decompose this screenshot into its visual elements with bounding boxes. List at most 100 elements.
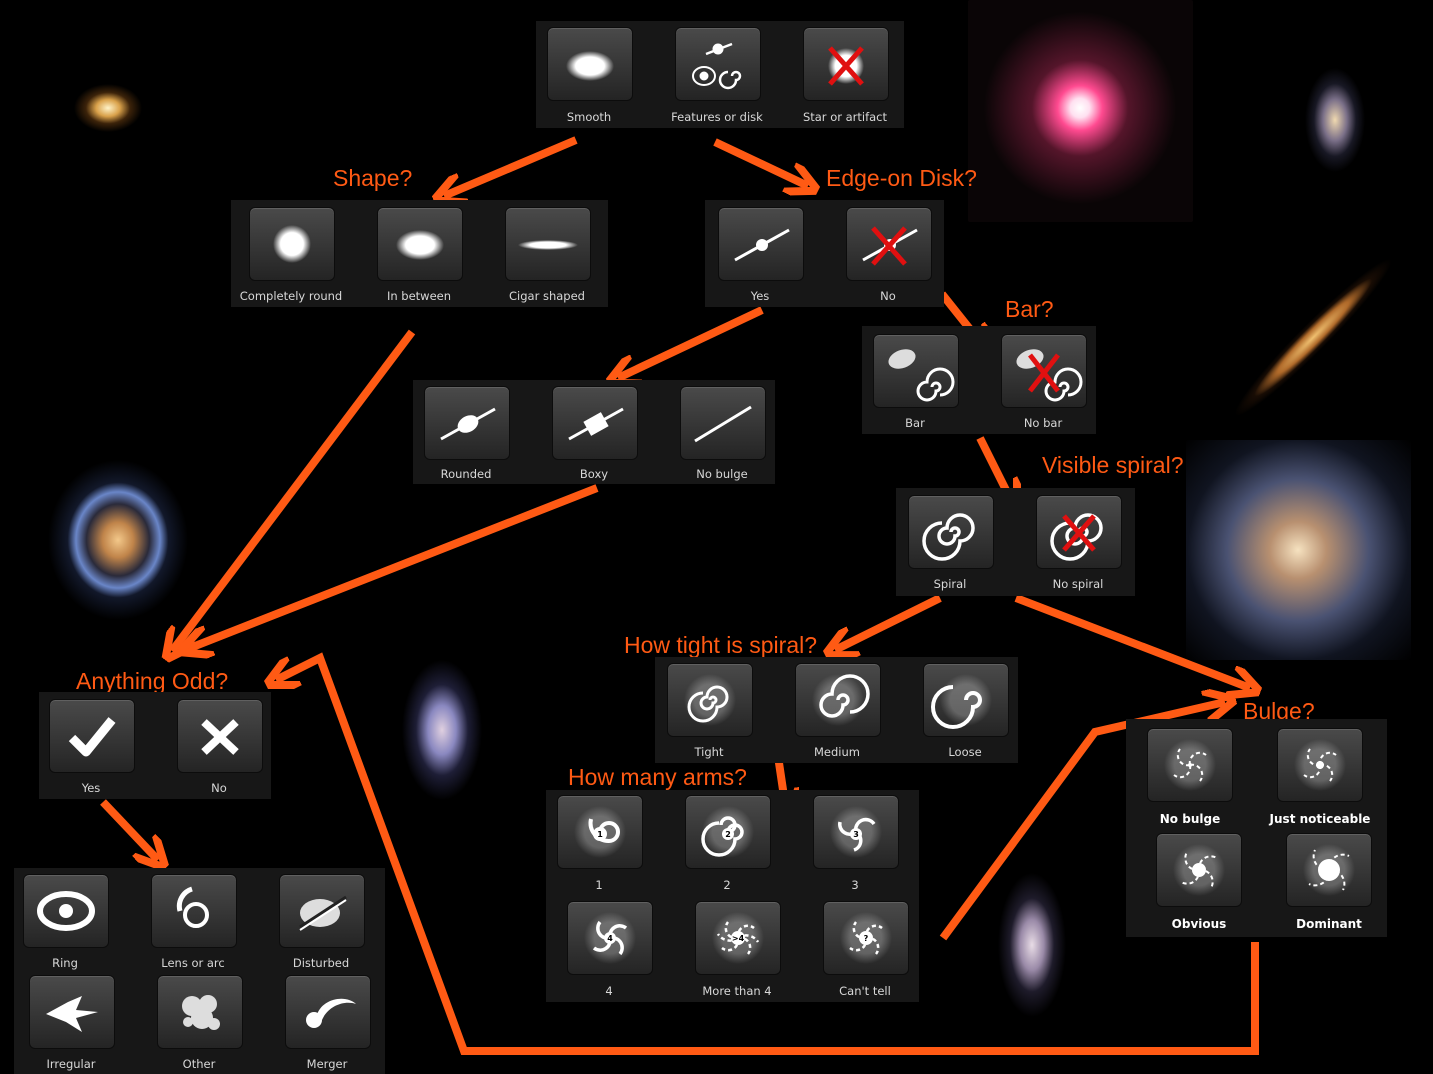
tight-spiral-icon	[687, 685, 729, 723]
close-x-icon	[1028, 353, 1060, 393]
no-bar-label: No bar	[1023, 416, 1063, 430]
disturbed-button[interactable]	[279, 874, 365, 948]
edge-on-yes-button[interactable]	[718, 207, 804, 281]
features-button[interactable]	[675, 27, 761, 101]
dominant-label: Dominant	[1296, 917, 1362, 931]
question-arms: How many arms?	[568, 764, 747, 790]
just-noticeable-button[interactable]	[1277, 728, 1363, 802]
arrow-edgebulge-to-odd	[190, 484, 599, 648]
rounded-bulge-button[interactable]	[424, 386, 510, 460]
dominant-bulge-button[interactable]	[1286, 833, 1372, 907]
other-label: Other	[182, 1057, 216, 1071]
tight-spiral-button[interactable]	[667, 663, 753, 737]
panel-start: Smooth Features or disk Star or artifact	[536, 21, 904, 128]
galaxy-photo-ring	[10, 425, 220, 645]
smooth-label: Smooth	[566, 110, 612, 124]
arms-4-label: 4	[605, 984, 613, 998]
rounded-bulge-icon	[440, 407, 496, 441]
edge-on-galaxy-icon	[734, 228, 790, 262]
completely-round-button[interactable]	[249, 207, 335, 281]
cigar-button[interactable]	[505, 207, 591, 281]
irregular-button[interactable]	[29, 975, 115, 1049]
arms-2-button[interactable]: 2	[685, 795, 771, 869]
odd-yes-label: Yes	[81, 781, 101, 795]
loose-spiral-button[interactable]	[923, 663, 1009, 737]
features-disk-icon	[692, 42, 742, 90]
odd-no-button[interactable]	[177, 699, 263, 773]
spiral-yes-label: Spiral	[933, 577, 967, 591]
other-button[interactable]	[157, 975, 243, 1049]
in-between-button[interactable]	[377, 207, 463, 281]
no-bulge-spiral-icon	[1173, 748, 1207, 782]
just-noticeable-label: Just noticeable	[1269, 812, 1371, 826]
arms-cant-tell-button[interactable]: ?	[823, 901, 909, 975]
arms-1-label: 1	[595, 878, 603, 892]
arms-3-button[interactable]: 3	[813, 795, 899, 869]
arm-badge-4: 4	[607, 934, 613, 943]
rounded-bulge-label: Rounded	[440, 467, 492, 481]
cigar-galaxy-icon	[518, 240, 578, 250]
arms-4-button[interactable]: 4	[567, 901, 653, 975]
galaxy-photo-face-on	[1186, 440, 1411, 660]
obvious-bulge-button[interactable]	[1156, 833, 1242, 907]
boxy-bulge-icon	[568, 407, 624, 441]
merger-button[interactable]	[285, 975, 371, 1049]
odd-yes-button[interactable]	[49, 699, 135, 773]
arm-badge-1: 1	[597, 830, 603, 839]
star-artifact-button[interactable]	[803, 27, 889, 101]
features-label: Features or disk	[671, 110, 763, 124]
round-galaxy-icon	[273, 225, 311, 263]
arrow-odd-yes-to-type	[100, 799, 158, 860]
arms-1-button[interactable]: 1	[557, 795, 643, 869]
boxy-bulge-button[interactable]	[552, 386, 638, 460]
cigar-label: Cigar shaped	[509, 289, 585, 303]
merger-label: Merger	[306, 1057, 348, 1071]
galaxy-photo-loose-spiral	[920, 825, 1145, 1065]
arrow-features-to-edgeon	[713, 138, 808, 186]
obvious-label: Obvious	[1171, 917, 1227, 931]
panel-bulge: No bulge Just noticeable Obvious Dominan…	[1126, 719, 1387, 937]
no-spiral-button[interactable]	[1036, 495, 1122, 569]
panel-bar: Bar No bar	[862, 326, 1096, 434]
medium-spiral-button[interactable]	[795, 663, 881, 737]
ring-label: Ring	[52, 956, 78, 970]
no-bulge-edge-button[interactable]	[680, 386, 766, 460]
in-between-label: In between	[386, 289, 452, 303]
panel-odd: Yes No	[39, 692, 271, 799]
lens-arc-icon	[176, 886, 209, 928]
question-edge-on: Edge-on Disk?	[826, 165, 977, 191]
arrow-spiral-to-tightness	[835, 594, 942, 650]
bar-label: Bar	[905, 416, 925, 430]
oval-galaxy-icon	[396, 230, 444, 260]
completely-round-label: Completely round	[239, 289, 343, 303]
panel-shape: Completely round In between Cigar shaped	[231, 200, 608, 307]
question-tightness: How tight is spiral?	[624, 632, 818, 658]
no-bulge-button[interactable]	[1147, 728, 1233, 802]
edge-on-no-button[interactable]	[846, 207, 932, 281]
arrow-smooth-to-shape	[444, 136, 578, 196]
arrow-yes-to-bulge	[618, 306, 764, 378]
panel-arms: 1 1 2 2 3 3 4 4 >4 More than 4 ? Can't t…	[546, 790, 919, 1002]
panel-tightness: Tight Medium Loose	[655, 657, 1018, 763]
bar-button[interactable]	[873, 334, 959, 408]
arms-more-button[interactable]: >4	[695, 901, 781, 975]
boxy-bulge-label: Boxy	[579, 467, 609, 481]
no-bar-button[interactable]	[1001, 334, 1087, 408]
smooth-button[interactable]	[547, 27, 633, 101]
ring-button[interactable]	[23, 874, 109, 948]
medium-spiral-icon	[819, 674, 870, 718]
arms-cant-tell-label: Can't tell	[839, 984, 891, 998]
galaxy-photo-star	[968, 0, 1193, 222]
lens-arc-label: Lens or arc	[161, 956, 225, 970]
panel-odd-type: Ring Lens or arc Disturbed Irregular Oth…	[14, 868, 385, 1074]
spiral-icon	[922, 513, 975, 561]
no-bulge-edge-label: No bulge	[696, 467, 748, 481]
disturbed-icon	[299, 895, 347, 931]
ring-icon	[37, 891, 95, 931]
arms-3-label: 3	[851, 878, 859, 892]
lens-arc-button[interactable]	[151, 874, 237, 948]
disturbed-label: Disturbed	[292, 956, 350, 970]
no-bulge-edge-icon	[694, 405, 752, 443]
close-x-icon	[1062, 514, 1096, 552]
spiral-yes-button[interactable]	[908, 495, 994, 569]
